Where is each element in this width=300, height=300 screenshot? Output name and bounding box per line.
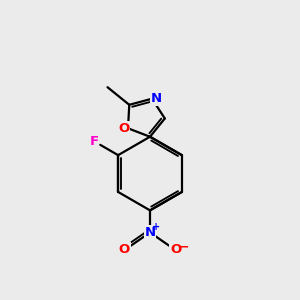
Text: N: N [151, 92, 162, 105]
Text: O: O [119, 243, 130, 256]
Text: O: O [170, 243, 181, 256]
Text: O: O [118, 122, 129, 135]
Text: F: F [89, 135, 98, 148]
Text: +: + [152, 222, 160, 232]
Text: N: N [144, 226, 156, 239]
Text: −: − [179, 241, 190, 254]
